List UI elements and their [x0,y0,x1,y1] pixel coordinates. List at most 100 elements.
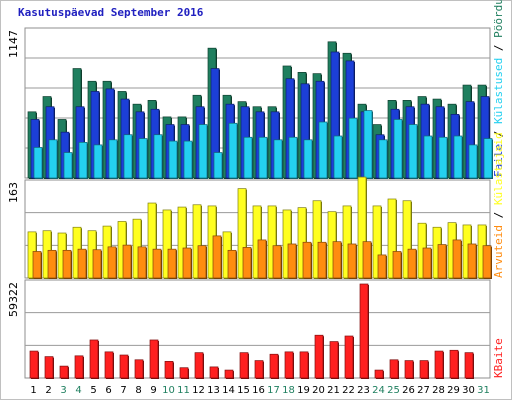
visits-panel: 1147 [7,27,493,180]
k-lastajaid-bar [147,202,157,279]
arvuteid-bar [347,243,357,279]
kbaite-bar [254,360,264,379]
x-tick-label: 17 [267,385,280,396]
k-lastajaid-bar [312,200,322,279]
kbaite-bar [89,339,99,379]
kbaite-bar [284,351,294,379]
kbaite-bar [209,366,219,379]
kbaite-bar [269,353,279,379]
arvuteid-bar [407,248,417,279]
k-lastused-bar [393,119,403,179]
k-lastused-bar [273,139,283,179]
k-lastused-bar [153,134,163,179]
k-lastused-bar [348,117,358,179]
k-lastused-bar [168,140,178,179]
x-tick-label: 12 [192,385,205,396]
x-tick-label: 13 [207,385,220,396]
k-lastused-bar [198,124,208,179]
x-tick-label: 9 [150,385,156,396]
k-lastajaid-bar [192,204,202,279]
k-lastused-bar [303,139,313,179]
arvuteid-bar [482,245,492,279]
x-tick-label: 5 [90,385,96,396]
kbaite-bar [239,352,249,379]
kbaite-bar [134,359,144,379]
legend-poordumisi: Pöördumisi [492,0,505,38]
k-lastused-bar [228,122,238,179]
x-tick-label: 15 [237,385,250,396]
k-lastajaid-bar [162,209,172,279]
k-lastused-bar [48,139,58,179]
chart-title: Kasutuspäevad September 2016 [18,6,204,19]
arvuteid-bar [302,241,312,279]
x-tick-label: 11 [177,385,190,396]
arvuteid-bar [377,254,387,279]
k-lastused-bar [123,134,133,179]
arvuteid-bar [197,245,207,279]
kbaite-bar [329,341,339,379]
arvuteid-bar [242,247,252,279]
legend-middle: Arvuteid / Külastajaid [492,132,505,278]
k-lastused-bar [453,135,463,179]
kbytes-panel: 59322 [7,279,491,379]
kbaite-bar [59,365,69,379]
x-tick-label: 21 [327,385,340,396]
kbaite-bar [299,351,309,379]
k-lastused-bar [63,152,73,179]
x-tick-label: 31 [477,385,490,396]
x-tick-label: 3 [60,385,66,396]
arvuteid-bar [437,244,447,279]
x-tick-label: 2 [45,385,51,396]
arvuteid-bar [152,248,162,279]
x-tick-label: 23 [357,385,370,396]
kbaite-bar [179,367,189,379]
k-lastused-bar [423,135,433,179]
x-tick-label: 26 [402,385,415,396]
arvuteid-bar [122,244,132,279]
k-lastused-bar [108,139,118,179]
k-lastajaid-bar [177,206,187,279]
arvuteid-bar [167,248,177,279]
x-tick-label: 4 [75,385,81,396]
arvuteid-bar [422,247,432,279]
kbaite-bar [464,352,474,379]
k-lastused-bar [243,136,253,179]
x-tick-label: 8 [135,385,141,396]
arvuteid-bar [47,249,57,279]
arvuteid-bar [182,247,192,279]
arvuteid-bar [362,241,372,279]
k-lastused-bar [483,138,493,179]
x-tick-label: 19 [297,385,310,396]
k-lastused-bar [333,135,343,179]
legend-arvuteid: Arvuteid [492,225,505,278]
k-lastused-bar [408,124,418,179]
kbaite-bar [389,359,399,379]
arvuteid-bar [227,249,237,279]
k-lastajaid-bar [372,205,382,279]
x-tick-label: 14 [222,385,235,396]
arvuteid-bar [467,243,477,279]
x-tick-label: 24 [372,385,385,396]
arvuteid-bar [92,249,102,279]
x-tick-label: 27 [417,385,430,396]
kbaite-bar [374,369,384,379]
kbaite-bar [119,354,129,379]
k-lastused-bar [438,136,448,179]
arvuteid-bar [32,251,42,279]
legend-separator: / [492,37,505,58]
x-tick-label: 7 [120,385,126,396]
k-lastused-bar [318,121,328,179]
kbaite-bar [194,352,204,379]
kbaite-bar [434,350,444,379]
k-lastajaid-bar [357,176,367,279]
kbaite-bar [29,350,39,379]
kbaite-bar [359,283,369,379]
k-lastused-bar [93,144,103,179]
x-tick-label: 20 [312,385,325,396]
arvuteid-bar [257,239,267,279]
arvuteid-bar [452,239,462,279]
y-max-label: 59322 [7,282,20,317]
k-lastused-bar [33,147,43,179]
k-lastajaid-bar [237,188,247,279]
legend-kbaite: KBaite [492,338,505,378]
